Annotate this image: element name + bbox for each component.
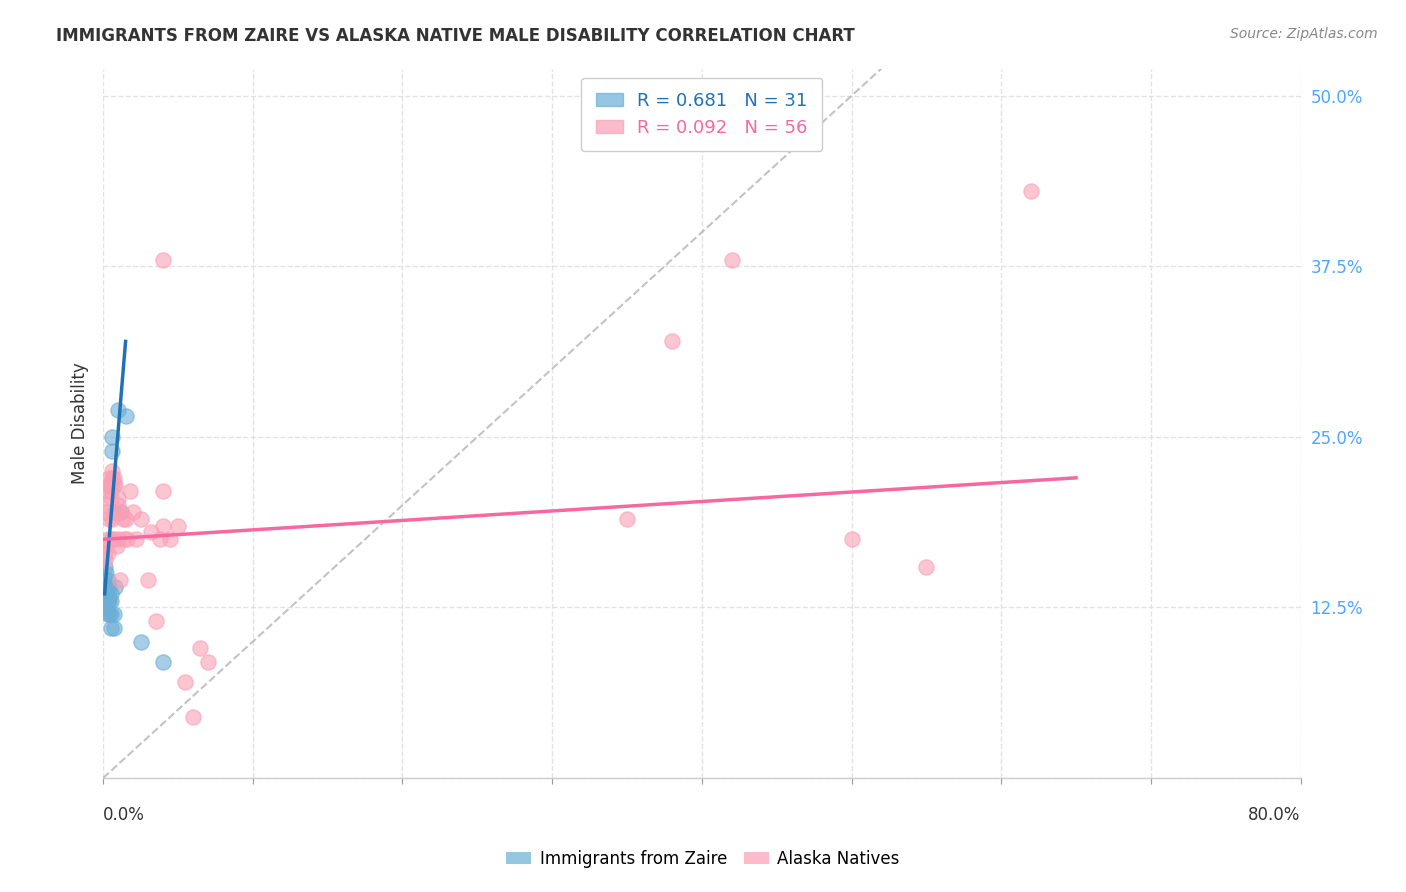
Point (103, 621, 125, 635)
Point (1019, 184, 1042, 198)
Point (129, 512, 152, 526)
Point (103, 471, 125, 485)
Point (94, 600, 117, 615)
Point (94, 505, 117, 519)
Point (110, 505, 132, 519)
Point (101, 430, 124, 444)
Point (129, 634, 152, 648)
Point (97, 573, 120, 587)
Point (152, 518, 174, 533)
Point (159, 533, 181, 547)
Point (190, 641, 212, 656)
Point (112, 533, 135, 547)
Point (167, 518, 190, 533)
Point (100, 484, 122, 499)
Point (100, 621, 122, 635)
Point (152, 655, 174, 669)
Point (111, 512, 134, 526)
Point (94, 587, 117, 601)
Point (93, 552, 115, 566)
Point (100, 593, 122, 607)
Point (174, 675, 197, 690)
Point (97, 587, 120, 601)
Point (122, 505, 145, 519)
Point (97, 607, 120, 622)
Point (101, 512, 124, 526)
Point (125, 533, 148, 547)
Point (841, 533, 863, 547)
Point (107, 498, 129, 512)
Legend: Immigrants from Zaire, Alaska Natives: Immigrants from Zaire, Alaska Natives (499, 844, 907, 875)
Point (661, 334, 683, 349)
Point (94, 580, 117, 594)
Point (103, 477, 125, 491)
Point (93, 573, 115, 587)
Point (98, 580, 121, 594)
Point (104, 477, 127, 491)
Point (616, 512, 638, 526)
Point (915, 559, 938, 574)
Point (93, 559, 115, 574)
Point (94, 593, 117, 607)
Point (103, 533, 125, 547)
Point (114, 512, 136, 526)
Point (115, 533, 138, 547)
Point (98, 512, 121, 526)
Point (93, 546, 115, 560)
Point (98, 471, 121, 485)
Point (104, 505, 127, 519)
Y-axis label: Male Disability: Male Disability (72, 362, 89, 484)
Point (93, 539, 115, 553)
Point (197, 655, 219, 669)
Point (145, 614, 167, 628)
Point (104, 580, 127, 594)
Point (720, 252, 742, 267)
Point (120, 484, 142, 499)
Text: 0.0%: 0.0% (103, 806, 145, 824)
Point (98, 607, 121, 622)
Legend: R = 0.681   N = 31, R = 0.092   N = 56: R = 0.681 N = 31, R = 0.092 N = 56 (582, 78, 823, 152)
Point (97, 546, 120, 560)
Point (94, 566, 117, 581)
Point (94, 498, 117, 512)
Point (107, 491, 129, 506)
Point (97, 484, 120, 499)
Point (97, 593, 120, 607)
Point (139, 525, 162, 540)
Point (100, 587, 122, 601)
Point (107, 402, 129, 417)
Text: 80.0%: 80.0% (1249, 806, 1301, 824)
Point (98, 477, 121, 491)
Point (100, 607, 122, 622)
Point (93, 580, 115, 594)
Point (100, 491, 122, 506)
Point (149, 533, 172, 547)
Point (107, 533, 129, 547)
Point (100, 477, 122, 491)
Text: IMMIGRANTS FROM ZAIRE VS ALASKA NATIVE MALE DISABILITY CORRELATION CHART: IMMIGRANTS FROM ZAIRE VS ALASKA NATIVE M… (56, 27, 855, 45)
Point (136, 573, 159, 587)
Text: Source: ZipAtlas.com: Source: ZipAtlas.com (1230, 27, 1378, 41)
Point (105, 539, 128, 553)
Point (108, 573, 131, 587)
Point (152, 484, 174, 499)
Point (97, 533, 120, 547)
Point (103, 607, 125, 622)
Point (100, 533, 122, 547)
Point (101, 443, 124, 458)
Point (152, 252, 174, 267)
Point (110, 505, 132, 519)
Point (101, 464, 124, 478)
Point (114, 409, 136, 424)
Point (98, 593, 121, 607)
Point (181, 709, 204, 723)
Point (97, 580, 120, 594)
Point (101, 471, 124, 485)
Point (104, 505, 127, 519)
